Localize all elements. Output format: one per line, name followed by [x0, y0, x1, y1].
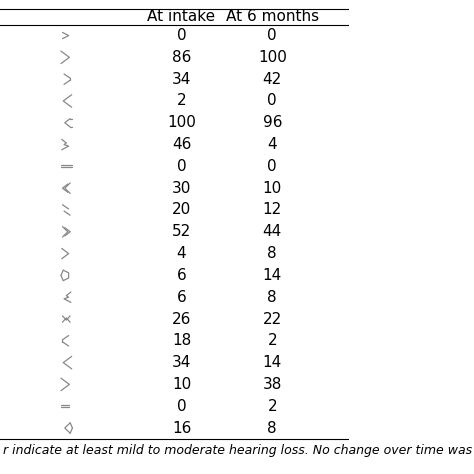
Text: At 6 months: At 6 months [226, 9, 319, 24]
Text: 100: 100 [167, 115, 196, 130]
Text: 42: 42 [263, 72, 282, 87]
Text: 8: 8 [267, 246, 277, 261]
Text: 26: 26 [172, 311, 191, 327]
Text: 8: 8 [267, 290, 277, 305]
Text: 100: 100 [258, 50, 287, 65]
Text: 4: 4 [177, 246, 186, 261]
Text: 22: 22 [263, 311, 282, 327]
Text: 6: 6 [177, 290, 186, 305]
Text: 52: 52 [172, 224, 191, 239]
Text: 34: 34 [172, 72, 191, 87]
Text: 0: 0 [177, 159, 186, 174]
Text: At intake: At intake [147, 9, 216, 24]
Text: 34: 34 [172, 355, 191, 370]
Text: 0: 0 [177, 399, 186, 414]
Text: 10: 10 [263, 181, 282, 196]
Text: 0: 0 [177, 28, 186, 43]
Text: 20: 20 [172, 202, 191, 218]
Text: 2: 2 [177, 93, 186, 109]
Text: 18: 18 [172, 333, 191, 348]
Text: 46: 46 [172, 137, 191, 152]
Text: 0: 0 [267, 28, 277, 43]
Text: 4: 4 [267, 137, 277, 152]
Text: 44: 44 [263, 224, 282, 239]
Text: 0: 0 [267, 159, 277, 174]
Text: 96: 96 [263, 115, 282, 130]
Text: 8: 8 [267, 420, 277, 436]
Text: 2: 2 [267, 399, 277, 414]
Text: 30: 30 [172, 181, 191, 196]
Text: 12: 12 [263, 202, 282, 218]
Text: 14: 14 [263, 268, 282, 283]
Text: r indicate at least mild to moderate hearing loss. No change over time was ob: r indicate at least mild to moderate hea… [3, 444, 474, 457]
Text: 10: 10 [172, 377, 191, 392]
Text: 86: 86 [172, 50, 191, 65]
Text: 0: 0 [267, 93, 277, 109]
Text: 2: 2 [267, 333, 277, 348]
Text: 14: 14 [263, 355, 282, 370]
Text: 38: 38 [263, 377, 282, 392]
Text: 16: 16 [172, 420, 191, 436]
Text: 6: 6 [177, 268, 186, 283]
